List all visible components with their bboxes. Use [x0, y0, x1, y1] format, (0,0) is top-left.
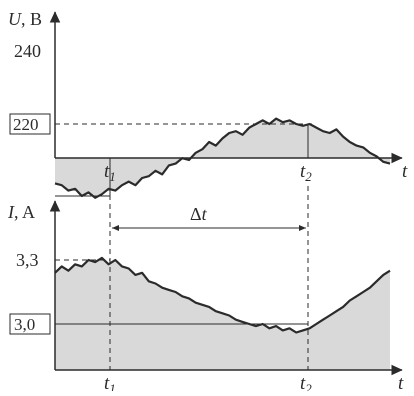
- current-t2-tick-label: t2: [300, 373, 312, 391]
- current-3-0-label: 3,0: [14, 315, 35, 334]
- current-t1-tick-label: t1: [104, 373, 116, 391]
- voltage-t2-tick-label: t2: [300, 161, 312, 184]
- voltage-240-label: 240: [14, 41, 41, 61]
- current-x-axis-label: t: [398, 373, 404, 391]
- current-3-0-box: [9, 313, 51, 335]
- voltage-area-fill: [55, 118, 390, 198]
- voltage-x-axis-label: t: [402, 161, 408, 182]
- voltage-220-box: [9, 113, 51, 135]
- current-series-line: [54, 256, 391, 334]
- interval-label: Δt: [190, 204, 208, 224]
- voltage-t1-tick-label: t1: [104, 161, 116, 184]
- voltage-series-line: [54, 117, 391, 199]
- current-3-3-label: 3,3: [16, 250, 39, 270]
- voltage-chart: U, В 240 220 t1 t2 t: [8, 9, 408, 199]
- current-chart: Δt I, A 3,3 3,0 t1 t2 t: [7, 186, 404, 396]
- voltage-220-label: 220: [13, 115, 39, 134]
- current-y-axis-label: I, A: [7, 202, 35, 222]
- voltage-y-axis-label: U, В: [8, 9, 42, 29]
